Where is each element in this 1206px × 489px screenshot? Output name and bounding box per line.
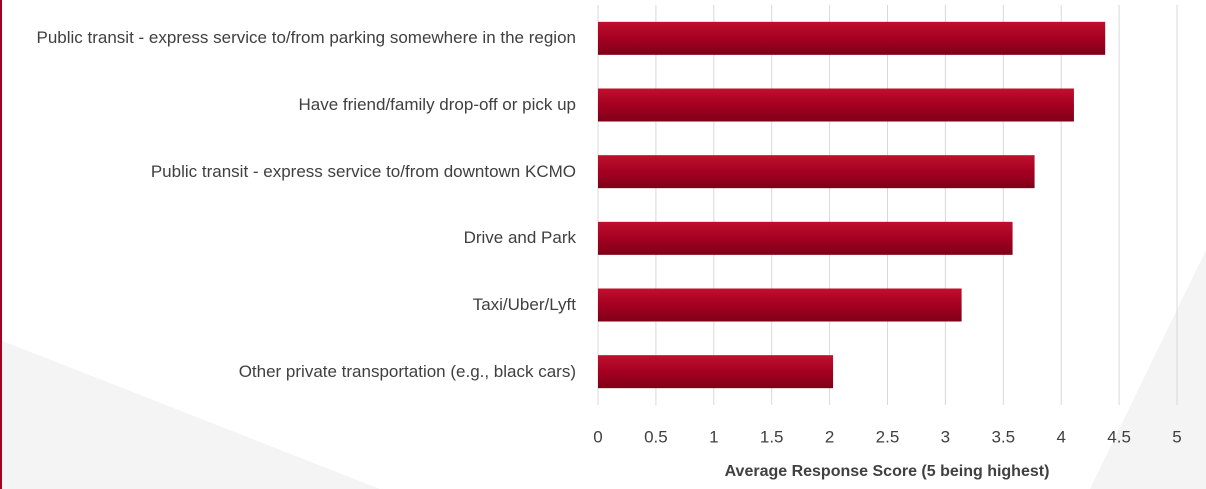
y-tick-label: Drive and Park [463,228,576,248]
bar [598,88,1074,122]
bar [598,221,1013,255]
x-tick-label: 2.5 [876,427,900,446]
x-tick-label: 3 [941,427,950,446]
x-tick-label: 5 [1172,427,1181,446]
bar [598,355,834,389]
x-tick-label: 0 [593,427,602,446]
y-tick-label: Have friend/family drop-off or pick up [298,95,576,114]
y-tick-label: Taxi/Uber/Lyft [472,295,576,314]
x-tick-label: 4.5 [1107,427,1131,446]
x-tick-label: 1.5 [760,427,784,446]
x-tick-label: 3.5 [991,427,1015,446]
background-shape [0,340,380,489]
x-tick-label: 2 [825,427,834,446]
bar [598,288,962,322]
x-tick-label: 0.5 [644,427,668,446]
x-tick-label: 4 [1056,427,1065,446]
y-tick-label: Other private transportation (e.g., blac… [238,361,576,381]
background-shape [1090,250,1206,489]
y-tick-label: Public transit - express service to/from… [150,161,576,181]
left-border [0,0,2,489]
x-tick-label: 1 [709,427,718,446]
bar [598,21,1106,55]
bar [598,155,1035,189]
y-tick-label: Public transit - express service to/from… [36,28,576,48]
x-axis-title: Average Response Score (5 being highest) [725,463,1050,480]
